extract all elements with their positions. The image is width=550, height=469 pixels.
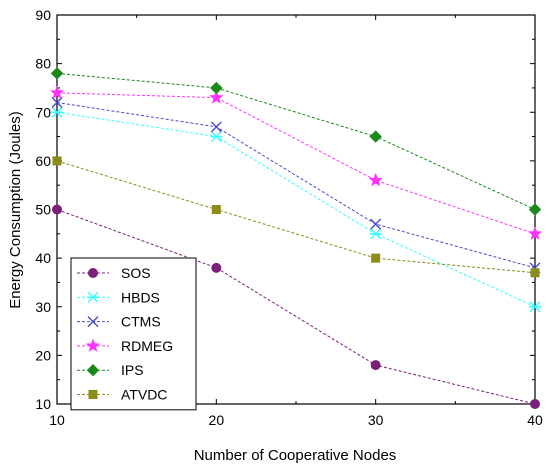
y-tick-label: 80 bbox=[35, 56, 51, 72]
legend-label: ATVDC bbox=[121, 387, 167, 403]
data-point-sos bbox=[212, 263, 221, 272]
data-point-hbds bbox=[370, 229, 382, 239]
x-tick-label: 20 bbox=[209, 412, 225, 428]
data-point-ctms bbox=[371, 219, 381, 229]
data-point-rdmeg bbox=[370, 174, 381, 185]
x-tick-label: 40 bbox=[527, 412, 543, 428]
y-tick-label: 20 bbox=[35, 347, 51, 363]
data-point-atvdc bbox=[531, 269, 539, 277]
data-point-atvdc bbox=[212, 206, 220, 214]
x-tick-label: 10 bbox=[49, 412, 65, 428]
series-line-ips bbox=[57, 73, 535, 209]
y-tick-label: 50 bbox=[35, 202, 51, 218]
data-point-ips bbox=[530, 204, 541, 215]
data-point-ips bbox=[370, 131, 381, 142]
y-tick-label: 90 bbox=[35, 7, 51, 23]
data-point-ips bbox=[211, 82, 222, 93]
data-point-ips bbox=[52, 68, 63, 79]
y-tick-label: 60 bbox=[35, 153, 51, 169]
y-axis-title: Energy Consumption (Joules) bbox=[7, 111, 24, 309]
y-tick-label: 30 bbox=[35, 299, 51, 315]
x-axis-title: Number of Cooperative Nodes bbox=[194, 447, 397, 464]
data-point-hbds bbox=[210, 132, 222, 142]
legend-label: SOS bbox=[121, 265, 151, 281]
x-tick-label: 30 bbox=[368, 412, 384, 428]
y-tick-label: 40 bbox=[35, 250, 51, 266]
data-point-ctms bbox=[211, 122, 221, 132]
legend-label: IPS bbox=[121, 362, 144, 378]
data-point-sos bbox=[53, 205, 62, 214]
data-point-atvdc bbox=[53, 157, 61, 165]
legend-marker bbox=[89, 269, 98, 278]
legend-label: RDMEG bbox=[121, 338, 173, 354]
data-point-sos bbox=[531, 400, 540, 409]
data-point-sos bbox=[371, 361, 380, 370]
series-line-atvdc bbox=[57, 161, 535, 273]
series-line-ctms bbox=[57, 103, 535, 268]
y-tick-label: 70 bbox=[35, 104, 51, 120]
legend-marker bbox=[89, 391, 97, 399]
data-point-atvdc bbox=[372, 254, 380, 262]
y-tick-label: 10 bbox=[35, 396, 51, 412]
legend: SOS HBDS CTMS RDMEG IPS ATVDC bbox=[71, 258, 196, 410]
legend-label: HBDS bbox=[121, 289, 160, 305]
legend-label: CTMS bbox=[121, 314, 161, 330]
